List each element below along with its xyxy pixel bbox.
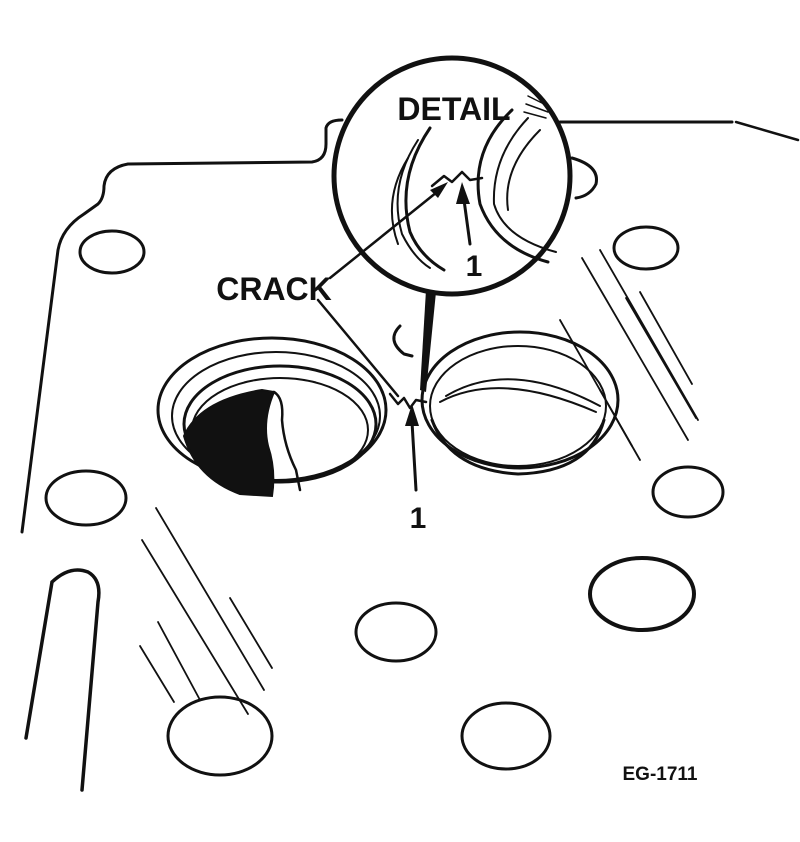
callout-1-arrow [405,404,419,492]
hole [651,465,725,519]
hole [44,469,128,527]
hole [354,601,438,663]
head-holes [44,156,725,777]
crack-line [388,392,428,410]
detail-label: DETAIL [397,91,510,127]
main-callout-1: 1 [410,502,427,535]
figure-code: EG-1711 [623,764,698,785]
detail-callout-1: 1 [466,250,483,283]
hole [570,156,598,200]
hole [166,695,274,777]
shading-hatch-left [139,507,273,715]
head-outline [20,118,800,534]
hole [78,229,146,275]
hole [460,701,552,771]
detail-bubble [328,55,573,297]
hole [612,225,680,271]
right-valve-seat [420,330,620,476]
crack-label: CRACK [216,271,332,307]
left-valve-seat [156,336,388,498]
hole [588,556,696,632]
coolant-slot [24,568,101,792]
shading-hatch-right [559,249,699,461]
crack-pointer [316,298,400,398]
hole [392,324,414,358]
detail-leader [420,290,436,392]
